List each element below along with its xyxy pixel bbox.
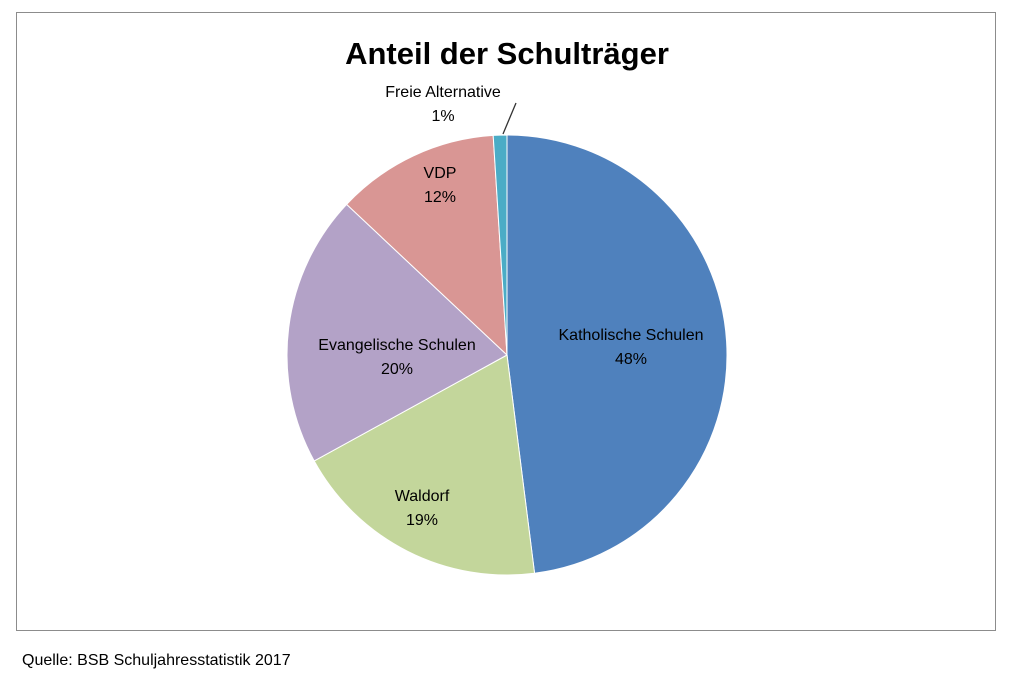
- source-note: Quelle: BSB Schuljahresstatistik 2017: [22, 652, 291, 669]
- data-label-label: Evangelische Schulen: [318, 337, 475, 354]
- data-label-label: Freie Alternative: [385, 84, 501, 101]
- pie-slice-katholische-schulen: [506, 134, 728, 574]
- chart-frame: [16, 12, 996, 631]
- pie-slice-freie-alternative: [492, 134, 508, 356]
- data-label-pct-label: 12%: [424, 189, 456, 206]
- pie-slice-vdp: [345, 134, 508, 357]
- data-label-pct-label: 20%: [381, 361, 413, 378]
- data-label-label: Waldorf: [395, 488, 450, 505]
- data-label-pct-label: 1%: [431, 108, 454, 125]
- data-label-pct-label: 19%: [406, 512, 438, 529]
- data-label-label: Katholische Schulen: [559, 327, 704, 344]
- data-label-pct-label: 48%: [615, 351, 647, 368]
- leader-line: [502, 102, 517, 135]
- chart-title: Anteil der Schulträger: [345, 36, 669, 71]
- data-label-label: VDP: [424, 165, 457, 182]
- pie-slice-evangelische-schulen: [286, 203, 508, 462]
- pie-slice-waldorf: [313, 354, 536, 576]
